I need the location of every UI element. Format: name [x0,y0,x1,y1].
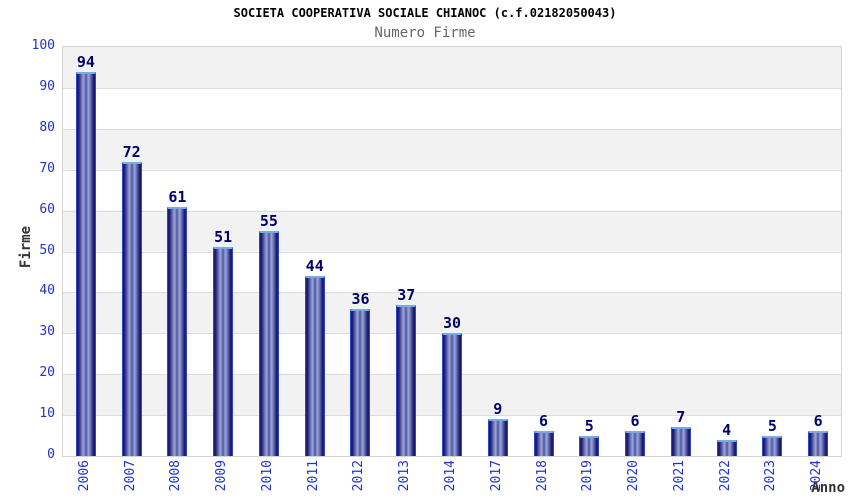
bar-2024 [808,431,829,456]
x-tick-label-2017: 2017 [488,460,504,492]
y-tick-label: 100 [31,38,55,53]
x-tick-label-2014: 2014 [443,460,458,492]
x-tick-label-2008: 2008 [168,460,184,492]
x-tick-label-2009: 2009 [214,460,230,492]
gridline [63,87,841,89]
x-tick-label-2006: 2006 [76,460,92,492]
bar-2020 [625,431,646,456]
x-tick-label-2018: 2018 [534,460,550,492]
bar-2014 [442,333,462,456]
bar-2018 [533,431,554,456]
x-tick-label-2019: 2019 [580,460,596,492]
bar-2009 [213,247,234,456]
gridline [63,251,841,253]
gridline [63,210,841,212]
y-tick-label: 30 [39,324,55,340]
bar-value-label: 72 [122,143,141,161]
y-tick-label: 80 [39,119,55,135]
bar-2008 [167,207,188,456]
x-tick-label-2021: 2021 [671,460,687,492]
bar-value-label: 7 [676,408,686,426]
bar-value-label: 4 [722,421,732,439]
bar-2012 [350,309,371,456]
bar-value-label: 30 [442,314,462,332]
bar-value-label: 5 [584,417,594,435]
bar-2013 [396,305,417,456]
bar-2021 [670,427,691,456]
chart-subtitle: Numero Firme [374,25,476,41]
bar-value-label: 6 [813,412,823,430]
x-axis-title: Anno [811,480,845,496]
x-tick-label-2022: 2022 [717,460,733,492]
bar-value-label: 5 [767,417,777,435]
plot-area: 94 72 61 51 55 44 36 37 30 9 6 5 6 7 4 5 6 [62,46,842,457]
bar-2007 [121,162,142,456]
gridline [63,128,841,130]
bar-value-label: 94 [76,53,95,71]
bar-2022 [716,440,737,456]
bar-value-label: 37 [397,286,416,304]
y-tick-label: 0 [47,447,55,462]
y-tick-label: 20 [39,365,55,381]
x-tick-label-2011: 2011 [305,460,321,492]
bar-value-label: 6 [630,412,640,430]
y-tick-label: 40 [39,283,55,299]
bar-2006 [75,72,96,456]
x-tick-label-2007: 2007 [122,460,138,492]
x-tick-label-2012: 2012 [351,460,367,492]
y-tick-label: 50 [39,242,55,258]
bar-value-label: 44 [305,257,324,275]
bar-value-label: 55 [259,212,278,230]
y-tick-label: 10 [39,406,55,422]
bar-value-label: 61 [168,188,187,206]
bar-value-label: 51 [214,228,233,246]
gridline [63,169,841,171]
bar-2023 [762,436,783,456]
bar-2017 [487,419,508,456]
x-tick-label-2013: 2013 [397,460,413,492]
x-tick-label-2010: 2010 [259,460,275,492]
bar-2019 [579,436,600,456]
x-tick-label-2023: 2023 [763,460,779,492]
bar-value-label: 9 [493,400,503,418]
bar-value-label: 36 [351,290,370,308]
bar-2011 [304,276,325,456]
bar-value-label: 6 [539,412,549,430]
y-tick-label: 60 [39,201,55,217]
gridline [63,292,841,294]
y-tick-label: 70 [39,160,55,176]
bar-2010 [258,231,279,456]
y-tick-label: 90 [39,78,55,94]
x-tick-label-2020: 2020 [626,460,642,492]
chart-title: SOCIETA COOPERATIVA SOCIALE CHIANOC (c.f… [233,6,617,20]
